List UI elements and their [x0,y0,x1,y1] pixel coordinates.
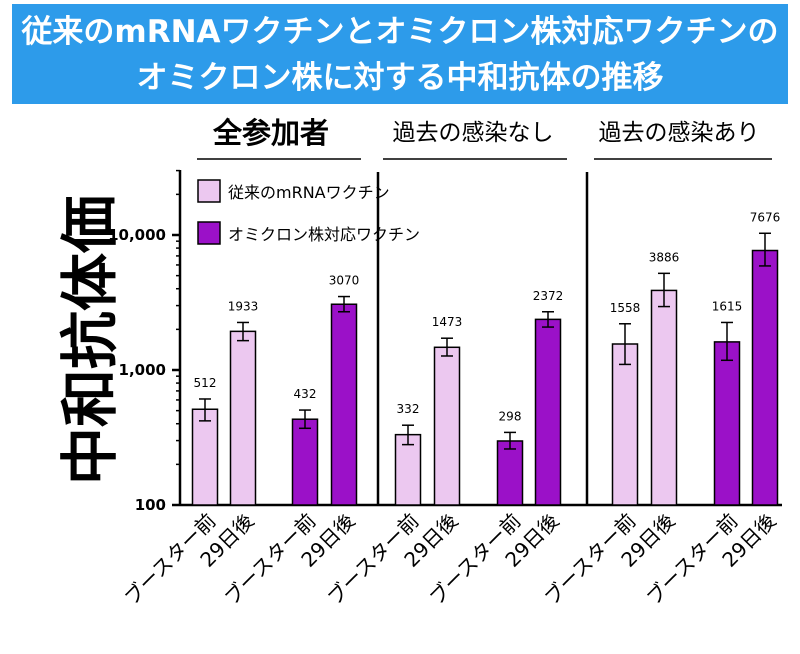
y-tick-label: 10,000 [108,226,166,244]
y-axis-label: 中和抗体価 [56,195,124,485]
bar-omicron-post [534,318,562,506]
legend-swatch-omicron [197,221,221,245]
bars [191,232,779,506]
x-tick-labels: ブースター前29日後ブースター前29日後ブースター前29日後ブースター前29日後… [119,509,780,610]
data-label: 3070 [329,274,360,288]
panel-title-all: 全参加者 [212,116,329,150]
bar-conventional-post [650,289,678,506]
data-label: 1558 [610,301,641,315]
bar-omicron-pre [291,418,319,506]
bar-conventional-post [229,330,257,506]
legend-label-omicron: オミクロン株対応ワクチン [228,225,420,244]
y-tick-label: 1,000 [119,361,166,379]
data-label: 2372 [533,289,564,303]
y-axis: 100 1,000 10,000 中和抗体価 [56,169,182,514]
data-label: 332 [397,402,420,416]
data-label: 512 [194,376,217,390]
y-tick-label: 100 [135,496,166,514]
legend: 従来のmRNAワクチン オミクロン株対応ワクチン [197,179,420,245]
title-line-1: 従来のmRNAワクチンとオミクロン株対応ワクチンの [21,14,779,50]
panel-titles: 全参加者 過去の感染なし 過去の感染あり [197,116,772,160]
legend-label-conventional: 従来のmRNAワクチン [228,183,390,202]
bar-conventional-pre [394,433,422,506]
title-banner: 従来のmRNAワクチンとオミクロン株対応ワクチンの オミクロン株に対する中和抗体… [12,4,788,104]
data-label: 1615 [712,299,743,313]
panel-dividers [376,172,589,505]
bar-conventional-post [433,346,461,506]
data-label: 432 [294,387,317,401]
data-label: 7676 [750,210,781,224]
data-label: 3886 [649,250,680,264]
bar-omicron-post [330,303,358,506]
data-label: 1473 [432,315,463,329]
title-line-2: オミクロン株に対する中和抗体の推移 [136,60,664,96]
data-label: 298 [499,409,522,423]
value-labels: 512 1933 432 3070 332 1473 298 2372 1558 3886 1615… [194,210,781,423]
legend-swatch-conventional [197,179,221,203]
bar-omicron-pre [496,440,524,506]
bar-conventional-pre [191,408,219,506]
bar-omicron-post [751,249,779,506]
panel-title-no-infection: 過去の感染なし [393,120,554,146]
y-ticks: 100 1,000 10,000 [108,169,180,514]
bar-conventional-pre [611,343,639,506]
data-label: 1933 [228,299,259,313]
panel-title-infection: 過去の感染あり [599,120,760,146]
bar-omicron-pre [713,341,741,506]
